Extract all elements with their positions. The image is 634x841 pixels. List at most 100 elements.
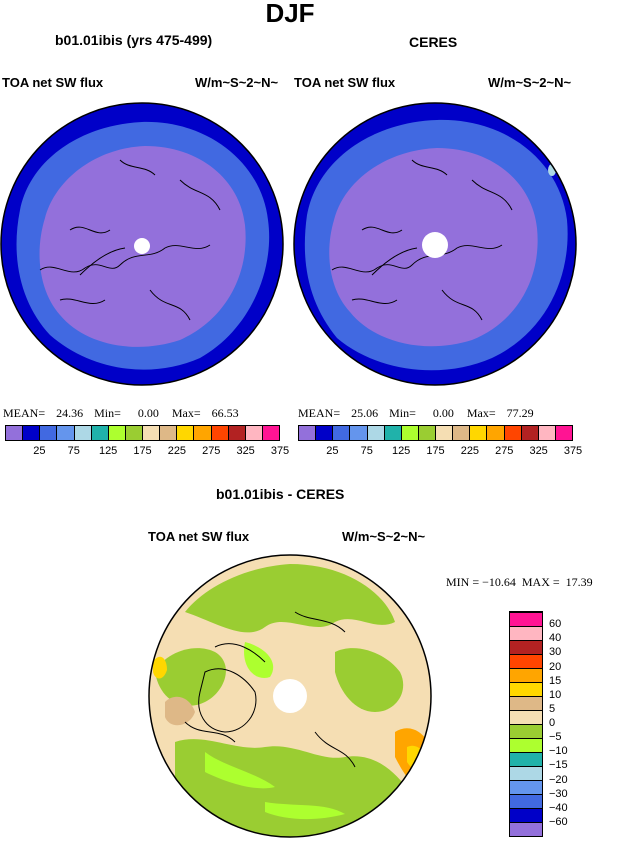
panel2-mean-value: 25.06 [351, 406, 379, 420]
colorbar-tick-label: 175 [133, 445, 152, 457]
panel1-max-value: 66.53 [211, 406, 239, 420]
panel2-var-label: TOA net SW flux [294, 75, 396, 90]
colorbar-swatch [510, 710, 542, 724]
colorbar-swatch [510, 766, 542, 780]
panel1-colorbar-ticks: 25 75 125 175 225 275 325 375 [5, 445, 289, 459]
diff-units-label: W/m~S~2~N~ [342, 529, 426, 544]
colorbar-swatch [538, 426, 556, 440]
colorbar-tick-label: 125 [98, 445, 118, 457]
colorbar-swatch [510, 668, 542, 682]
colorbar-swatch [177, 426, 195, 440]
colorbar-tick-label: −60 [549, 815, 568, 828]
colorbar-swatch [228, 426, 246, 440]
colorbar-swatch [367, 426, 385, 440]
colorbar-swatch [74, 426, 92, 440]
colorbar-tick-label: 25 [326, 445, 339, 457]
diff-colorbar-ticks: −60 −40 −30 −20 −15 −10 −5 0 5 10 15 20 30 40 60 [549, 611, 589, 837]
diff-colorbar [509, 611, 543, 837]
panel2-mean-label: MEAN= [298, 406, 341, 420]
colorbar-swatch [57, 426, 75, 440]
colorbar-tick-label: 60 [549, 618, 562, 631]
colorbar-swatch [510, 640, 542, 654]
colorbar-tick-label: 25 [33, 445, 46, 457]
colorbar-tick-label: 275 [202, 445, 221, 457]
panel2-title: CERES [409, 34, 458, 50]
colorbar-swatch [401, 426, 419, 440]
colorbar-swatch [160, 426, 178, 440]
colorbar-swatch [487, 426, 505, 440]
colorbar-swatch [262, 426, 279, 440]
panel1-units-label: W/m~S~2~N~ [195, 75, 279, 90]
panel2-colorbar [298, 425, 573, 441]
panel2-max-value: 77.29 [506, 406, 534, 420]
colorbar-tick-label: 275 [495, 445, 514, 457]
colorbar-swatch [194, 426, 212, 440]
panel1-max-label: Max= [171, 406, 201, 420]
panel1-stats: MEAN= 24.36 Min= 0.00 Max= 66.53 [3, 406, 239, 421]
colorbar-swatch [418, 426, 436, 440]
colorbar-tick-label: 375 [563, 445, 583, 457]
colorbar-swatch [510, 780, 542, 794]
colorbar-swatch [453, 426, 471, 440]
colorbar-swatch [510, 794, 542, 808]
colorbar-swatch [91, 426, 109, 440]
colorbar-tick-label: 75 [67, 445, 80, 457]
colorbar-swatch [510, 682, 542, 696]
colorbar-swatch [299, 426, 317, 440]
colorbar-tick-label: 30 [549, 646, 562, 659]
panel1-min-value: 0.00 [137, 406, 159, 420]
colorbar-swatch [510, 822, 542, 836]
panel1-min-label: Min= [94, 406, 121, 420]
colorbar-swatch [510, 696, 542, 710]
colorbar-swatch [23, 426, 41, 440]
diff-title: b01.01ibis - CERES [216, 486, 345, 502]
colorbar-tick-label: 325 [529, 445, 548, 457]
panel2-stats: MEAN= 25.06 Min= 0.00 Max= 77.29 [298, 406, 534, 421]
season-title: DJF [265, 0, 315, 28]
panel1-var-label: TOA net SW flux [2, 75, 104, 90]
colorbar-tick-label: −15 [549, 759, 568, 772]
panel1-map [0, 102, 284, 386]
panel1-title: b01.01ibis (yrs 475-499) [55, 32, 213, 48]
colorbar-tick-label: −40 [549, 801, 568, 814]
colorbar-swatch [384, 426, 402, 440]
panel1-mean-label: MEAN= [3, 406, 46, 420]
colorbar-swatch [510, 724, 542, 738]
colorbar-swatch [436, 426, 454, 440]
panel1-mean-value: 24.36 [56, 406, 84, 420]
colorbar-tick-label: 175 [426, 445, 445, 457]
diff-var-label: TOA net SW flux [148, 529, 250, 544]
colorbar-tick-label: 15 [549, 674, 562, 687]
colorbar-swatch [333, 426, 351, 440]
colorbar-swatch [316, 426, 334, 440]
colorbar-swatch [510, 626, 542, 640]
colorbar-swatch [143, 426, 161, 440]
colorbar-swatch [521, 426, 539, 440]
colorbar-swatch [470, 426, 488, 440]
colorbar-tick-label: 40 [549, 632, 562, 645]
panel2-min-value: 0.00 [432, 406, 454, 420]
panel2-min-label: Min= [389, 406, 416, 420]
panel2-max-label: Max= [466, 406, 496, 420]
colorbar-tick-label: 10 [549, 688, 562, 701]
colorbar-tick-label: −20 [549, 773, 568, 786]
colorbar-swatch [510, 738, 542, 752]
colorbar-swatch [510, 752, 542, 766]
colorbar-tick-label: 0 [549, 717, 556, 729]
panel2-colorbar-ticks: 25 75 125 175 225 275 325 375 [298, 445, 582, 459]
colorbar-tick-label: −5 [549, 731, 562, 744]
colorbar-swatch [504, 426, 522, 440]
colorbar-swatch [555, 426, 572, 440]
colorbar-swatch [40, 426, 58, 440]
colorbar-swatch [125, 426, 143, 440]
colorbar-tick-label: 325 [236, 445, 255, 457]
colorbar-tick-label: 125 [391, 445, 411, 457]
colorbar-swatch [108, 426, 126, 440]
panel1-colorbar [5, 425, 280, 441]
panel2-map [293, 102, 577, 386]
colorbar-swatch [6, 426, 24, 440]
colorbar-swatch [510, 612, 542, 626]
colorbar-tick-label: −30 [549, 787, 568, 800]
colorbar-tick-label: 225 [167, 445, 187, 457]
